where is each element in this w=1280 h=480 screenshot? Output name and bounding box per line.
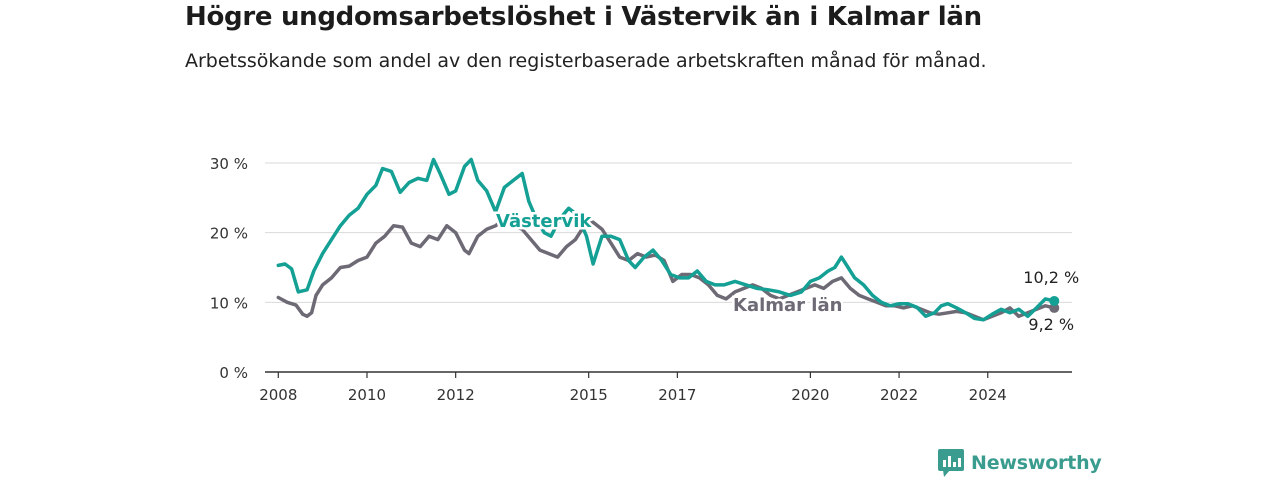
series-label-vastervik: Västervik — [496, 211, 592, 232]
series-line-vastervik — [276, 157, 1057, 322]
line-chart: 0 % 10 % 20 % 30 % 2008 2010 2012 2015 2017 2020 2… — [210, 155, 1081, 404]
end-point-dot — [1049, 302, 1060, 313]
y-tick-label: 10 % — [210, 294, 248, 312]
series-label-kalmar-lan: Kalmar län — [733, 295, 842, 316]
x-tick-label: 2020 — [791, 386, 829, 404]
x-tick-label: 2022 — [880, 386, 918, 404]
chart-subtitle: Arbetssökande som andel av den registerb… — [185, 50, 987, 72]
end-label-vastervik: 10,2 % — [1023, 268, 1079, 287]
x-tick-label: 2008 — [259, 386, 297, 404]
x-tick-label: 2017 — [658, 386, 696, 404]
brand-logo[interactable]: Newsworthy — [938, 449, 1102, 477]
end-label-kalmar-lan: 9,2 % — [1028, 315, 1074, 334]
x-tick-label: 2024 — [969, 386, 1007, 404]
y-tick-label: 0 % — [219, 364, 248, 382]
chart-title: Högre ungdomsarbetslöshet i Västervik än… — [185, 2, 982, 32]
y-tick-label: 30 % — [210, 155, 248, 173]
newsworthy-logo-icon — [938, 449, 964, 477]
end-point-dot — [1049, 295, 1060, 306]
x-tick-label: 2012 — [437, 386, 475, 404]
brand-name: Newsworthy — [971, 452, 1102, 474]
x-tick-label: 2010 — [348, 386, 386, 404]
y-tick-label: 20 % — [210, 225, 248, 243]
x-tick-label: 2015 — [570, 386, 608, 404]
